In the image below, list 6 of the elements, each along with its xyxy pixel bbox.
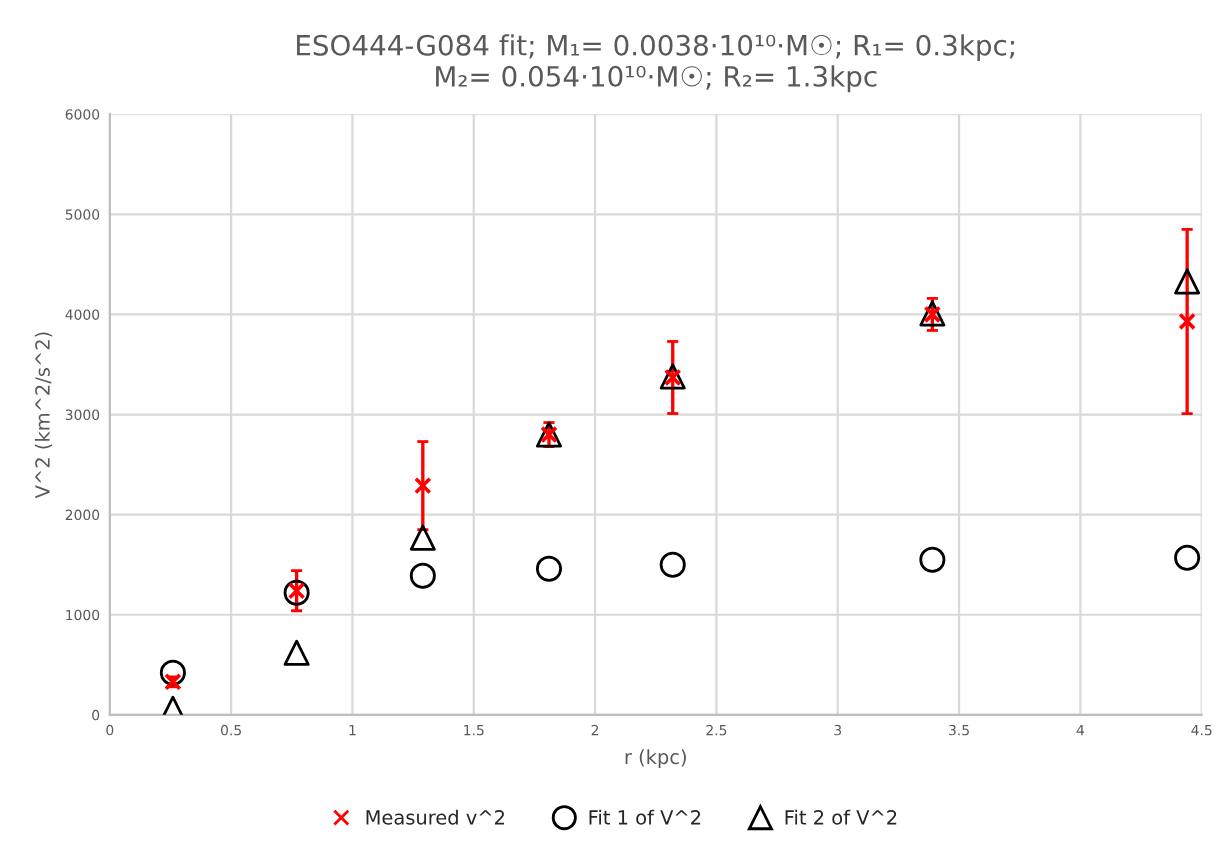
x-axis-title: r (kpc)	[625, 749, 686, 768]
legend-label: Measured v^2	[366, 809, 505, 825]
legend-label: Fit 2 of V^2	[785, 809, 897, 825]
chart-title: ESO444-G084 fit; M₁= 0.0038·10¹⁰·M☉; R₁= 0.3kpc; M₂= 0.054·10¹⁰·M☉; R₂= 1.3kpc	[297, 34, 1014, 93]
y-axis-title: V^2 (km^2/s^2)	[34, 332, 53, 499]
legend-label: Fit 1 of V^2	[589, 809, 701, 825]
